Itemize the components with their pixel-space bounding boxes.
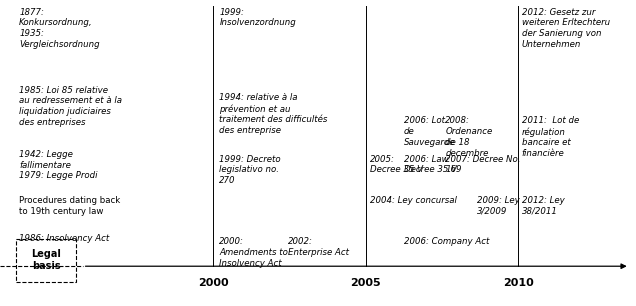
Text: 2008:
Ordenance
de 18
decembre: 2008: Ordenance de 18 decembre [445, 116, 492, 158]
Text: 2006: Law
Decree 35 V: 2006: Law Decree 35 V [404, 155, 457, 174]
Text: 2012: Gesetz zur
weiteren Erltechteru
der Sanierung von
Unternehmen: 2012: Gesetz zur weiteren Erltechteru de… [522, 8, 610, 49]
Text: 2010: 2010 [503, 278, 534, 289]
Text: 2011:  Lot de
régulation
bancaire et
financière: 2011: Lot de régulation bancaire et fina… [522, 116, 579, 158]
Text: 2004: Ley concursal: 2004: Ley concursal [370, 196, 457, 205]
Text: 2005: 2005 [350, 278, 381, 289]
Text: 2009: Ley
3/2009: 2009: Ley 3/2009 [477, 196, 520, 216]
Text: 2006: Lot
de
Sauvegarde: 2006: Lot de Sauvegarde [404, 116, 455, 147]
Text: Procedures dating back
to 19th century law: Procedures dating back to 19th century l… [19, 196, 120, 216]
Text: 2002:
Enterprise Act: 2002: Enterprise Act [288, 237, 349, 257]
Text: 2005:
Decree 35 V: 2005: Decree 35 V [370, 155, 423, 174]
Text: 2000: 2000 [198, 278, 228, 289]
Text: 1942: Legge
fallimentare
1979: Legge Prodi: 1942: Legge fallimentare 1979: Legge Pro… [19, 150, 97, 181]
Text: 2000:
Amendments to
Insolvency Act: 2000: Amendments to Insolvency Act [219, 237, 288, 268]
Text: 2012: Ley
38/2011: 2012: Ley 38/2011 [522, 196, 564, 216]
Text: 2006: Company Act: 2006: Company Act [404, 237, 489, 246]
Text: 1985: Loi 85 relative
au redressement et à la
liquidation judiciaires
des entrep: 1985: Loi 85 relative au redressement et… [19, 86, 122, 127]
Text: 1994: relative à la
prévention et au
traitement des difficultés
des entreprise: 1994: relative à la prévention et au tra… [219, 93, 328, 135]
Text: 1999: Decreto
legislativo no.
270: 1999: Decreto legislativo no. 270 [219, 155, 281, 185]
Text: 1999:
Insolvenzordnung: 1999: Insolvenzordnung [219, 8, 296, 28]
FancyBboxPatch shape [16, 239, 76, 282]
Text: 1877:
Konkursordnung,
1935:
Vergleichsordnung: 1877: Konkursordnung, 1935: Vergleichsor… [19, 8, 100, 49]
Text: Legal
basis: Legal basis [31, 249, 61, 271]
Text: 1986: Insolvency Act: 1986: Insolvency Act [19, 234, 109, 243]
Text: 2007: Decree No.
169: 2007: Decree No. 169 [445, 155, 521, 174]
